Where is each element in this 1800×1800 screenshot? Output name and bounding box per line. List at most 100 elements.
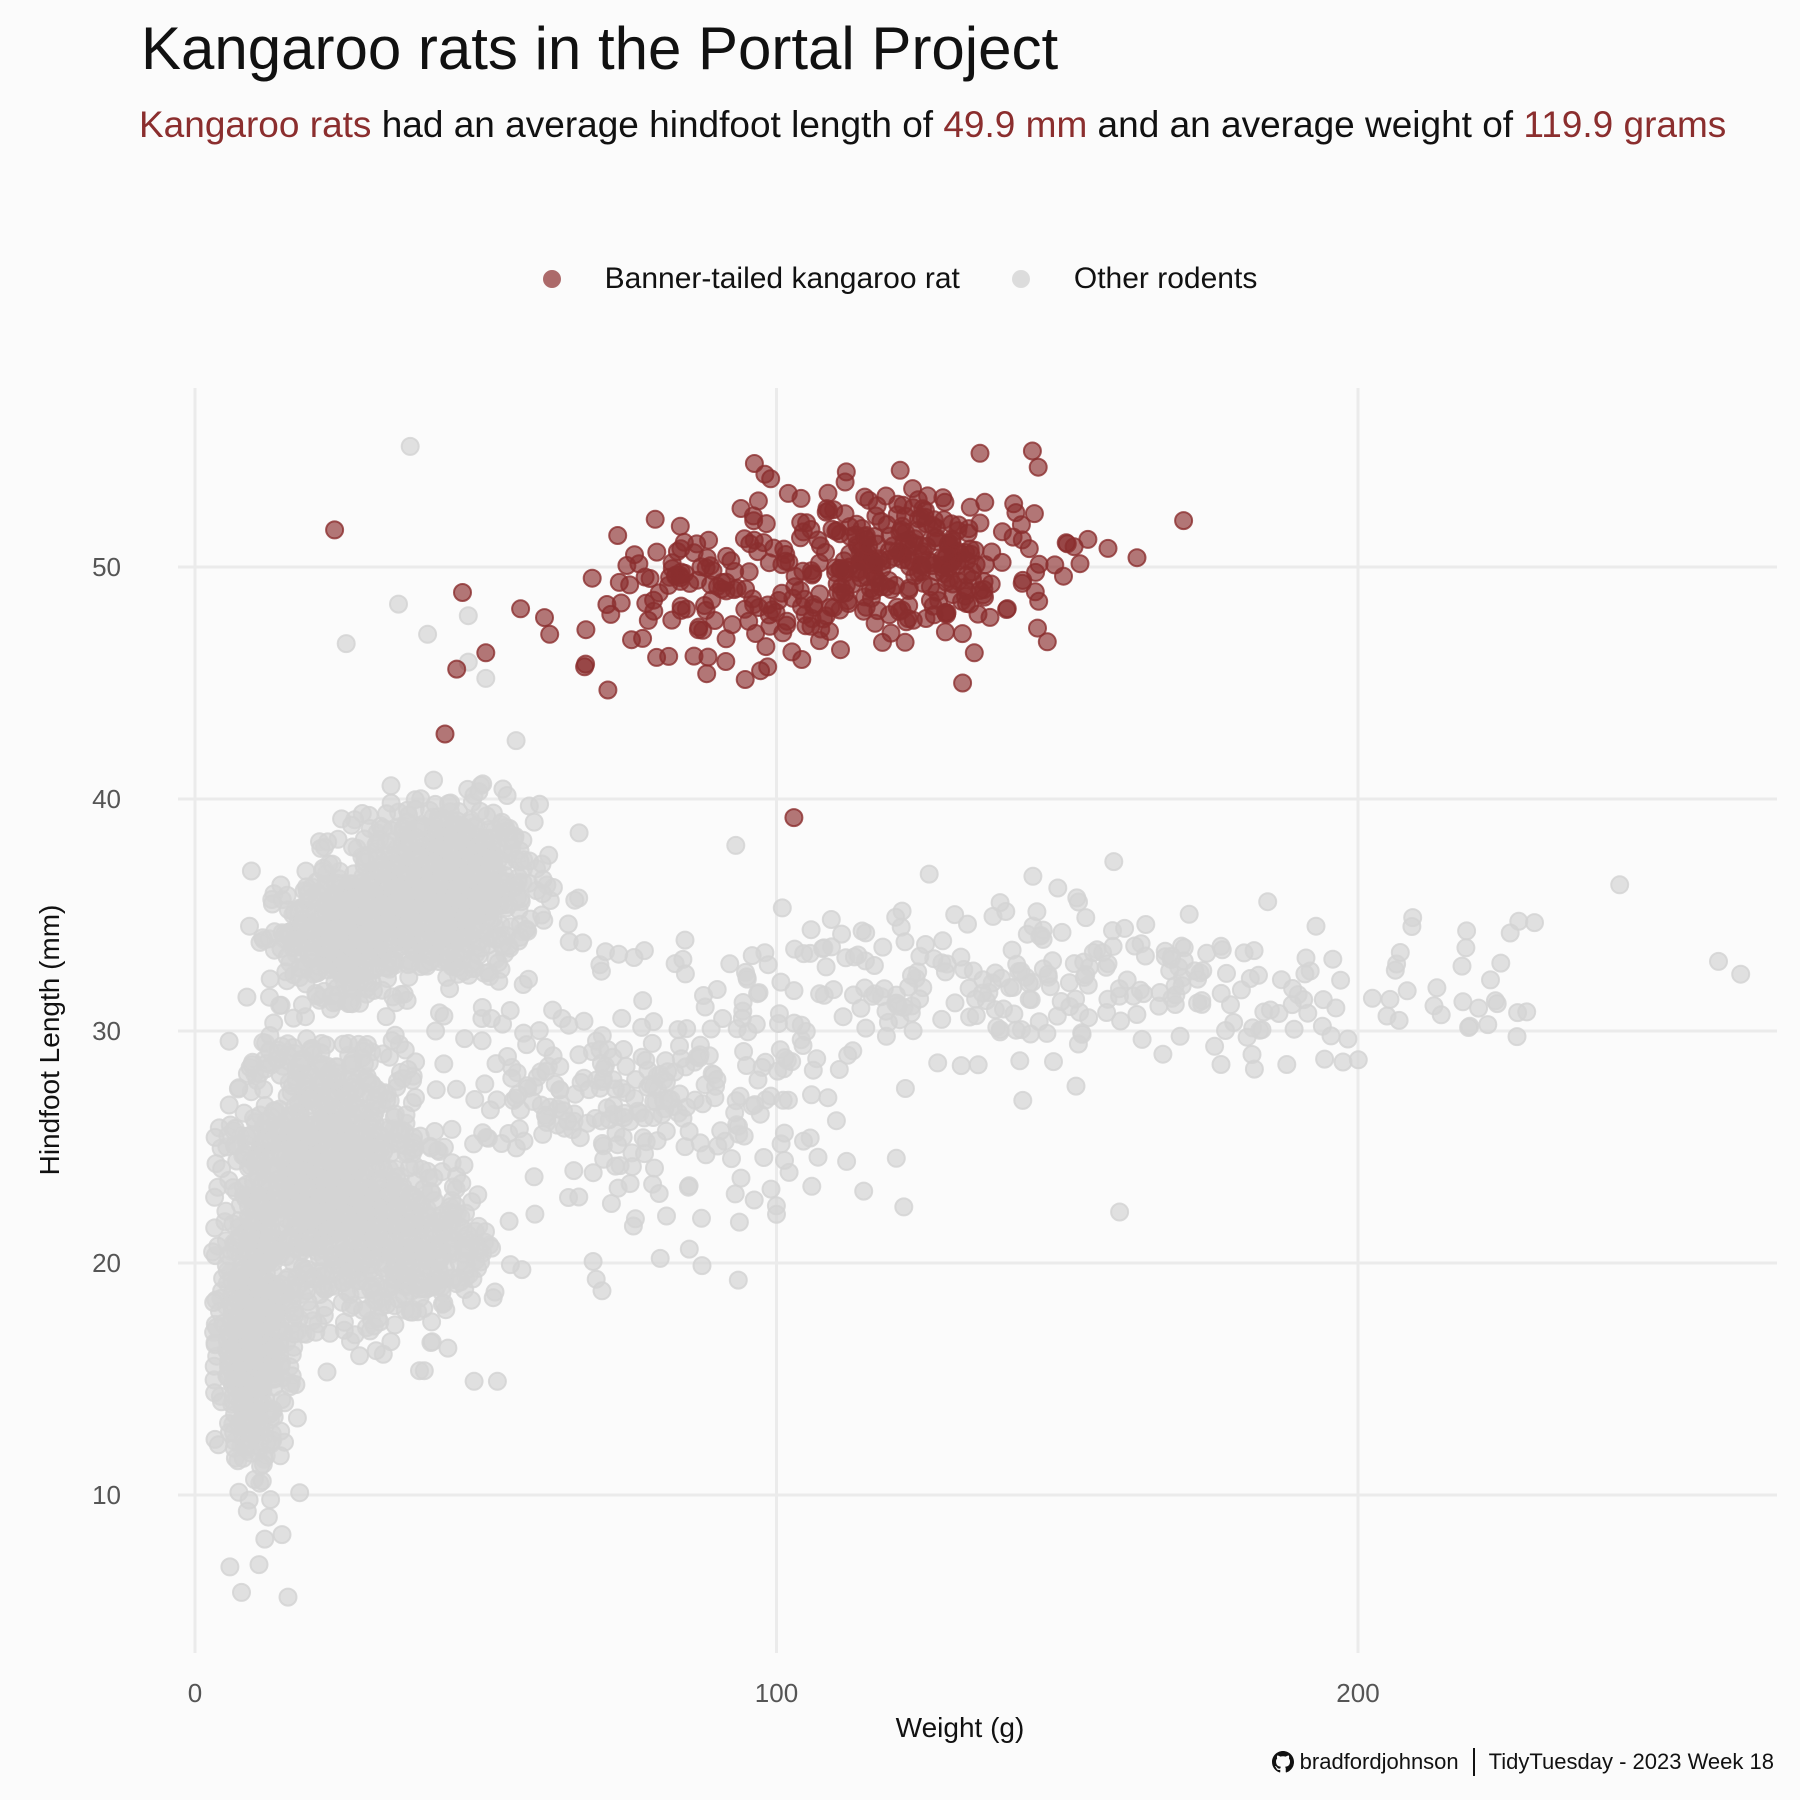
data-point xyxy=(278,1587,298,1607)
data-point xyxy=(620,1174,640,1194)
data-point xyxy=(951,947,971,967)
data-point xyxy=(446,1079,466,1099)
data-point xyxy=(524,1167,544,1187)
data-point xyxy=(1212,940,1232,960)
data-point xyxy=(742,946,762,966)
data-point xyxy=(511,889,531,909)
data-point xyxy=(310,892,330,912)
data-point xyxy=(1211,1055,1231,1074)
data-point xyxy=(1037,1023,1057,1043)
data-point xyxy=(635,1144,654,1164)
data-point xyxy=(725,1103,745,1123)
data-point xyxy=(426,1021,446,1041)
data-point xyxy=(1362,988,1382,1008)
data-point xyxy=(260,969,280,989)
data-point xyxy=(461,1290,481,1310)
data-point xyxy=(423,1219,443,1239)
data-point xyxy=(819,501,839,520)
data-point xyxy=(506,731,526,751)
data-point xyxy=(847,514,866,534)
data-point xyxy=(1079,1008,1099,1028)
data-point xyxy=(302,1146,322,1166)
data-point xyxy=(271,1421,291,1441)
data-point xyxy=(487,1371,507,1391)
data-point xyxy=(260,1356,280,1376)
y-tick-label: 10 xyxy=(92,1480,121,1510)
data-point xyxy=(911,508,931,528)
data-point xyxy=(994,999,1013,1019)
data-point xyxy=(376,1007,396,1027)
data-point xyxy=(744,595,764,615)
data-point xyxy=(205,1127,225,1147)
data-point xyxy=(1459,1018,1479,1037)
data-point xyxy=(352,885,371,905)
data-point xyxy=(242,1055,262,1075)
data-point xyxy=(514,1131,534,1151)
data-point xyxy=(725,1184,745,1204)
data-point xyxy=(489,971,509,991)
y-tick-label: 20 xyxy=(92,1248,121,1278)
data-point xyxy=(480,1100,500,1120)
data-point xyxy=(510,852,530,872)
data-point xyxy=(1023,866,1043,886)
data-point xyxy=(375,957,394,977)
data-point xyxy=(482,1238,502,1258)
data-point xyxy=(760,616,780,636)
data-point xyxy=(1338,1029,1358,1049)
data-point xyxy=(784,808,804,828)
data-point xyxy=(854,1181,874,1201)
series-other-rodents xyxy=(203,436,1751,1607)
data-point xyxy=(836,462,856,482)
data-point xyxy=(262,894,282,914)
data-point xyxy=(952,624,972,644)
data-point xyxy=(1070,554,1090,574)
subtitle-highlight-species: Kangaroo rats xyxy=(139,104,372,145)
data-point xyxy=(1027,902,1047,922)
data-point xyxy=(322,985,342,1005)
data-point xyxy=(373,1044,393,1064)
data-point xyxy=(737,967,757,987)
data-point xyxy=(668,1020,688,1040)
data-point xyxy=(1380,989,1400,1009)
data-point xyxy=(716,629,736,649)
data-point xyxy=(277,947,297,967)
data-point xyxy=(1258,892,1278,912)
data-point xyxy=(396,1217,416,1237)
data-point xyxy=(932,1009,952,1029)
data-point xyxy=(831,640,850,660)
data-point xyxy=(866,506,886,526)
data-point xyxy=(533,869,553,889)
data-point xyxy=(333,1239,353,1259)
data-point xyxy=(471,938,491,958)
data-point xyxy=(573,933,593,953)
data-point xyxy=(680,573,700,593)
data-point xyxy=(569,823,589,843)
data-point xyxy=(1136,915,1156,934)
data-point xyxy=(285,1198,305,1218)
data-point xyxy=(731,499,751,518)
data-point xyxy=(426,1080,446,1100)
caption: bradfordjohnson TidyTuesday - 2023 Week … xyxy=(1271,1748,1774,1776)
data-point xyxy=(296,861,316,881)
data-point xyxy=(237,1436,257,1456)
data-point xyxy=(351,1179,371,1199)
data-point xyxy=(761,469,781,489)
data-point xyxy=(1067,888,1087,908)
data-point xyxy=(830,524,850,544)
data-point xyxy=(297,1281,317,1301)
data-point xyxy=(260,987,279,1007)
data-point xyxy=(769,1014,788,1033)
data-point xyxy=(826,1111,846,1131)
data-point xyxy=(966,1006,986,1026)
data-point xyxy=(317,960,337,980)
data-point xyxy=(662,610,682,630)
legend-marker-other-rodents xyxy=(1011,270,1030,288)
data-point xyxy=(579,1080,599,1100)
data-point xyxy=(534,910,554,930)
data-point xyxy=(624,948,644,967)
data-point xyxy=(1390,943,1410,962)
data-point xyxy=(536,1061,556,1081)
data-point xyxy=(569,1045,589,1065)
data-point xyxy=(358,947,378,967)
data-point xyxy=(700,556,720,576)
